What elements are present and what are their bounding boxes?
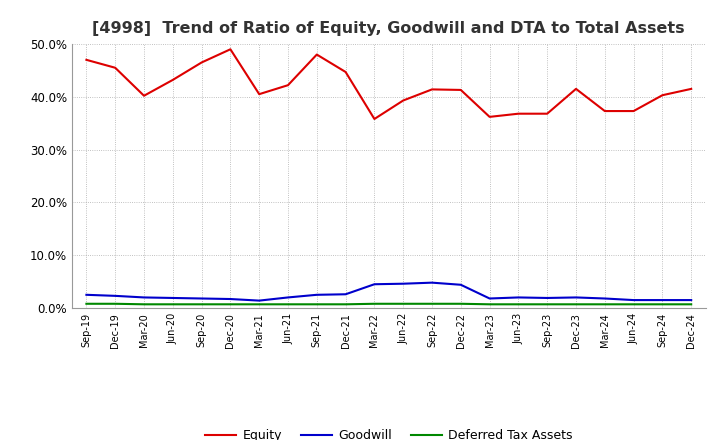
Deferred Tax Assets <box>600 302 609 307</box>
Equity <box>226 47 235 52</box>
Deferred Tax Assets <box>111 301 120 306</box>
Deferred Tax Assets <box>140 302 148 307</box>
Goodwill <box>370 282 379 287</box>
Goodwill <box>226 297 235 302</box>
Equity <box>456 87 465 92</box>
Goodwill <box>572 295 580 300</box>
Goodwill <box>514 295 523 300</box>
Deferred Tax Assets <box>82 301 91 306</box>
Equity <box>600 108 609 114</box>
Goodwill <box>312 292 321 297</box>
Equity <box>140 93 148 99</box>
Goodwill <box>600 296 609 301</box>
Goodwill <box>111 293 120 298</box>
Equity <box>197 60 206 65</box>
Equity <box>658 92 667 98</box>
Line: Equity: Equity <box>86 49 691 119</box>
Deferred Tax Assets <box>572 302 580 307</box>
Equity <box>111 65 120 70</box>
Equity <box>629 108 638 114</box>
Equity <box>284 83 292 88</box>
Deferred Tax Assets <box>255 302 264 307</box>
Equity <box>370 116 379 121</box>
Equity <box>543 111 552 116</box>
Goodwill <box>168 295 177 301</box>
Goodwill <box>428 280 436 285</box>
Deferred Tax Assets <box>658 302 667 307</box>
Goodwill <box>82 292 91 297</box>
Goodwill <box>485 296 494 301</box>
Deferred Tax Assets <box>629 302 638 307</box>
Equity <box>485 114 494 120</box>
Equity <box>687 86 696 92</box>
Deferred Tax Assets <box>284 302 292 307</box>
Goodwill <box>456 282 465 287</box>
Deferred Tax Assets <box>514 302 523 307</box>
Goodwill <box>341 292 350 297</box>
Goodwill <box>140 295 148 300</box>
Deferred Tax Assets <box>687 302 696 307</box>
Goodwill <box>543 295 552 301</box>
Goodwill <box>284 295 292 300</box>
Deferred Tax Assets <box>370 301 379 306</box>
Deferred Tax Assets <box>485 302 494 307</box>
Equity <box>255 92 264 97</box>
Goodwill <box>255 298 264 303</box>
Deferred Tax Assets <box>399 301 408 306</box>
Deferred Tax Assets <box>168 302 177 307</box>
Deferred Tax Assets <box>543 302 552 307</box>
Legend: Equity, Goodwill, Deferred Tax Assets: Equity, Goodwill, Deferred Tax Assets <box>200 424 577 440</box>
Equity <box>82 57 91 62</box>
Deferred Tax Assets <box>226 302 235 307</box>
Deferred Tax Assets <box>456 301 465 306</box>
Goodwill <box>197 296 206 301</box>
Deferred Tax Assets <box>197 302 206 307</box>
Equity <box>514 111 523 116</box>
Deferred Tax Assets <box>428 301 436 306</box>
Equity <box>399 98 408 103</box>
Goodwill <box>658 297 667 303</box>
Goodwill <box>629 297 638 303</box>
Equity <box>572 86 580 92</box>
Equity <box>341 70 350 75</box>
Deferred Tax Assets <box>341 302 350 307</box>
Deferred Tax Assets <box>312 302 321 307</box>
Line: Goodwill: Goodwill <box>86 282 691 301</box>
Equity <box>428 87 436 92</box>
Goodwill <box>399 281 408 286</box>
Goodwill <box>687 297 696 303</box>
Title: [4998]  Trend of Ratio of Equity, Goodwill and DTA to Total Assets: [4998] Trend of Ratio of Equity, Goodwil… <box>92 21 685 36</box>
Equity <box>168 77 177 83</box>
Equity <box>312 52 321 57</box>
